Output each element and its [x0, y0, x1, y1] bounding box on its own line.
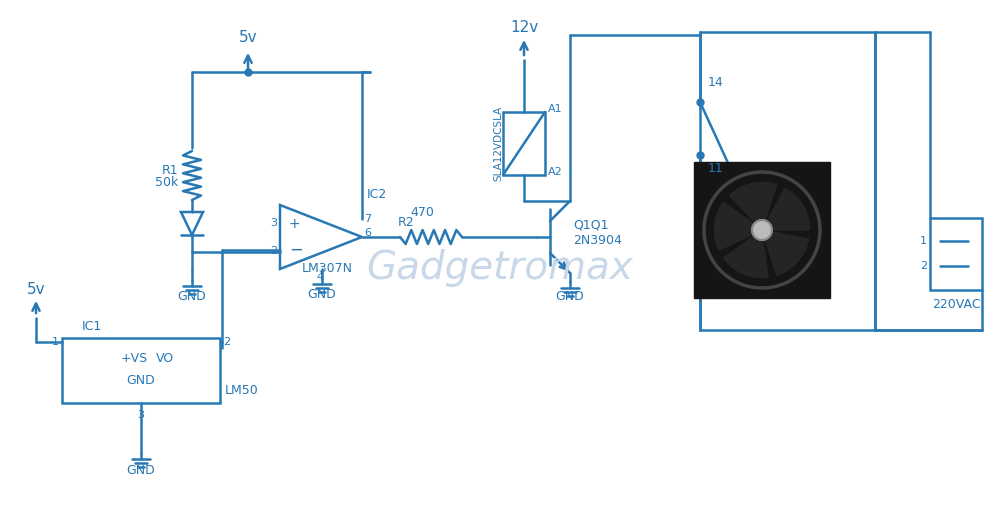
Text: LM50: LM50	[225, 384, 259, 397]
Text: 1: 1	[920, 236, 927, 246]
Polygon shape	[762, 188, 810, 230]
Text: 14: 14	[708, 76, 724, 88]
Text: 1: 1	[52, 337, 59, 347]
Circle shape	[752, 220, 772, 240]
Text: 7: 7	[364, 214, 371, 224]
Text: 12v: 12v	[510, 21, 538, 35]
Polygon shape	[729, 182, 777, 230]
Polygon shape	[724, 230, 768, 278]
Text: GND: GND	[127, 374, 155, 387]
Text: 50k: 50k	[155, 177, 178, 189]
Text: +VS: +VS	[121, 352, 148, 365]
Text: R1: R1	[161, 164, 178, 177]
Text: A2: A2	[548, 167, 563, 177]
Bar	[700, 32, 875, 330]
Text: Gadgetromax: Gadgetromax	[367, 249, 633, 287]
Text: 5v: 5v	[27, 282, 45, 297]
Text: IC1: IC1	[82, 320, 102, 332]
Text: 2: 2	[920, 261, 927, 271]
Text: 220VAC: 220VAC	[932, 298, 980, 312]
Text: R2: R2	[398, 217, 415, 229]
Text: 3: 3	[270, 218, 277, 228]
Text: 2: 2	[223, 337, 230, 347]
Bar	[62, 338, 220, 403]
Text: A1: A1	[548, 104, 563, 114]
Polygon shape	[762, 230, 809, 275]
Text: LM307N: LM307N	[302, 262, 353, 275]
Text: 2: 2	[270, 246, 277, 256]
Polygon shape	[714, 202, 762, 250]
Bar	[930, 218, 982, 290]
Text: 470: 470	[410, 206, 434, 219]
Text: IC2: IC2	[367, 188, 387, 201]
Bar	[503, 112, 545, 175]
Text: +: +	[289, 217, 301, 231]
Text: 5v: 5v	[239, 30, 257, 45]
Text: VO: VO	[156, 352, 174, 365]
Text: SLA12VDCSLA: SLA12VDCSLA	[493, 106, 503, 181]
Text: 6: 6	[364, 228, 371, 238]
Text: 11: 11	[708, 162, 724, 175]
Text: −: −	[289, 241, 303, 259]
Text: GND: GND	[178, 290, 206, 304]
Text: GND: GND	[127, 464, 155, 477]
Text: 2N3904: 2N3904	[573, 233, 622, 246]
Text: GND: GND	[556, 290, 584, 304]
Text: GND: GND	[308, 288, 336, 301]
Text: Q1Q1: Q1Q1	[573, 219, 608, 231]
Text: 4: 4	[316, 272, 324, 282]
Bar	[694, 162, 830, 298]
Text: 3: 3	[138, 410, 144, 420]
